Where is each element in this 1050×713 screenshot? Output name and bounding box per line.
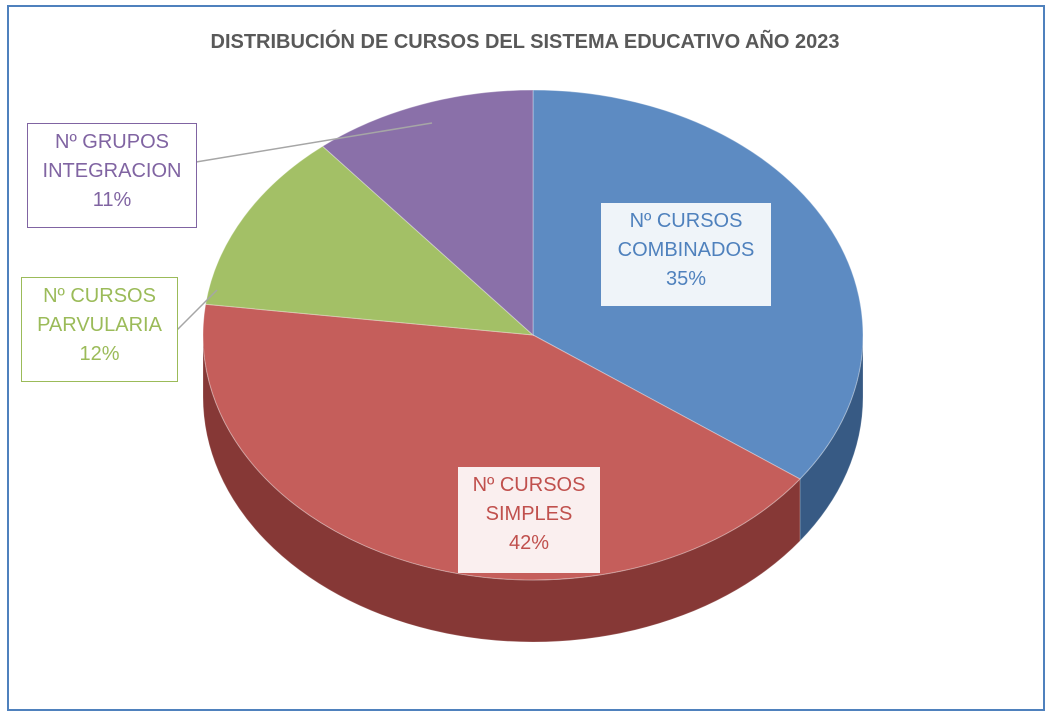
leader-line — [195, 122, 433, 163]
category-label: Nº GRUPOS INTEGRACION — [42, 131, 182, 182]
slice — [205, 145, 535, 336]
value-label: 42% — [508, 532, 550, 554]
category-label: Nº CURSOS COMBINADOS — [617, 210, 755, 261]
chart-border — [7, 5, 1045, 711]
data-label: Nº CURSOS SIMPLES 42% — [458, 467, 600, 573]
data-label: Nº GRUPOS INTEGRACION 11% — [27, 123, 197, 228]
chart-title: DISTRIBUCIÓN DE CURSOS DEL SISTEMA EDUCA… — [210, 31, 840, 53]
slice — [321, 89, 534, 337]
category-label: Nº CURSOS PARVULARIA — [37, 285, 162, 336]
value-label: 11% — [92, 189, 132, 211]
value-label: 12% — [79, 343, 120, 365]
data-label: Nº CURSOS COMBINADOS 35% — [601, 203, 771, 306]
slice — [202, 303, 801, 581]
leader-line — [176, 289, 218, 331]
category-label: Nº CURSOS SIMPLES — [472, 474, 586, 525]
value-label: 35% — [665, 268, 707, 290]
data-label: Nº CURSOS PARVULARIA 12% — [21, 277, 178, 382]
